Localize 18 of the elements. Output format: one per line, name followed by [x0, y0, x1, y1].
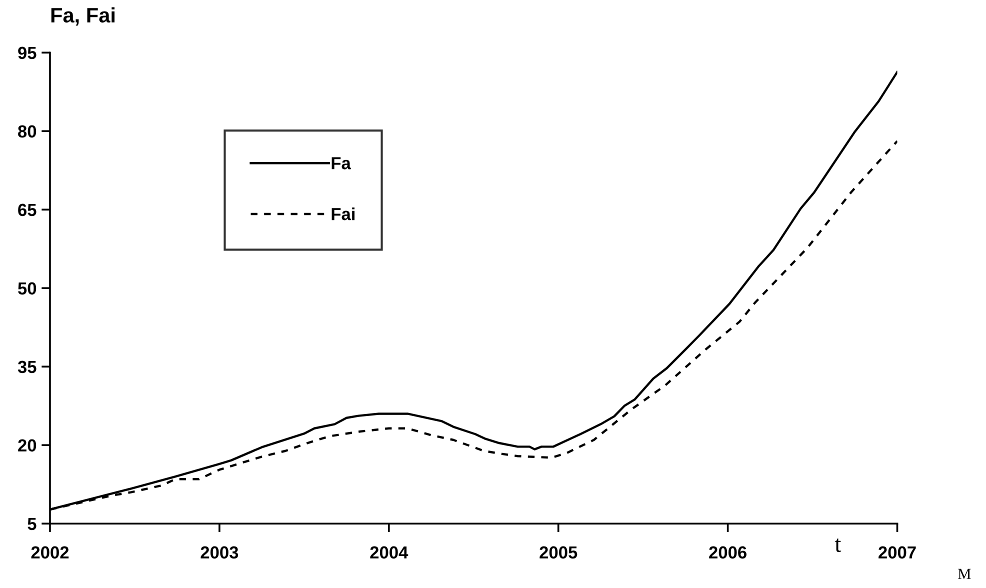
y-tick-label: 95	[18, 46, 36, 60]
text: M	[958, 568, 971, 579]
x-tick-label: 2005	[540, 546, 578, 559]
x-tick-label: 2003	[200, 546, 238, 559]
y-tick-label: 5	[28, 518, 36, 530]
x-axis-title: t	[834, 538, 842, 552]
y-tick-label: 80	[18, 125, 36, 138]
x-tick-label: 2002	[31, 546, 69, 559]
x-tick-label: 2006	[709, 546, 746, 559]
legend-label: Fa	[332, 157, 352, 170]
y-axis-title: Fa, Fai	[51, 7, 115, 26]
y-tick-label: 20	[18, 439, 36, 452]
y-tick-label: 65	[18, 204, 36, 216]
legend-label: Fai	[332, 207, 354, 220]
y-tick-label: 35	[18, 360, 36, 374]
x-tick-label: 2007	[878, 546, 916, 559]
x-tick-label: 2004	[370, 546, 408, 559]
y-tick-label: 50	[18, 282, 36, 295]
